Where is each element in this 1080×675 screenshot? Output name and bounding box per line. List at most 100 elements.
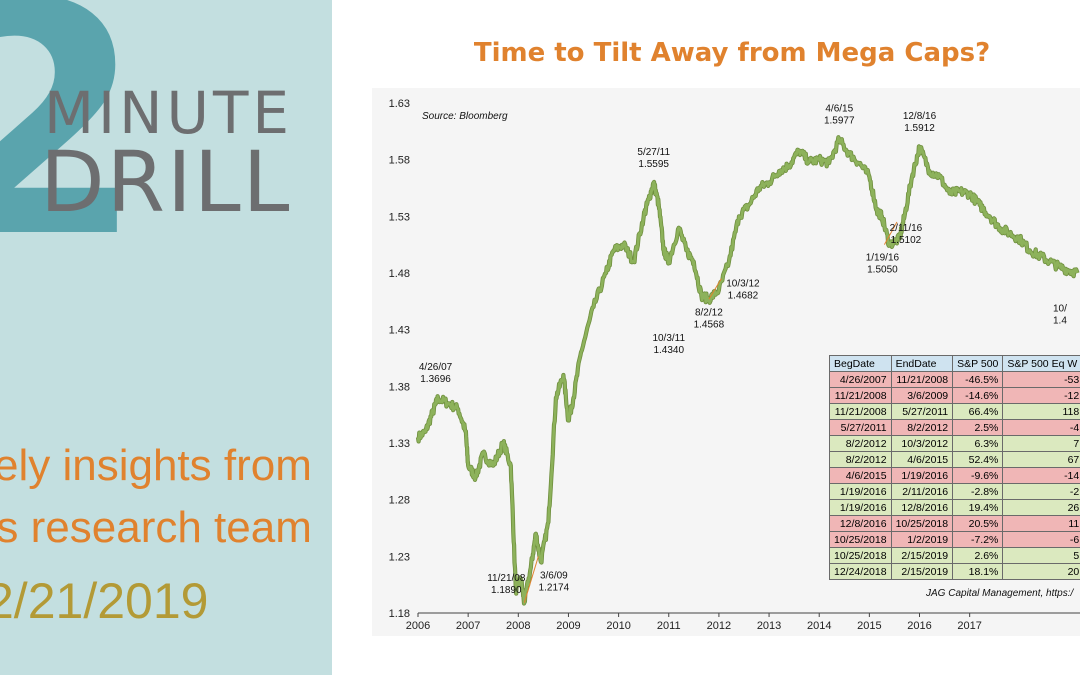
annotation-value: 1.1890 [491, 585, 522, 596]
cell-sp500: 20.5% [952, 515, 1004, 532]
cell-sp500: 66.4% [952, 403, 1004, 420]
branding-panel: 2 MINUTE DRILL ely insights from 's rese… [0, 0, 332, 675]
annotation-date: 1/19/16 [866, 253, 900, 264]
cell-sp500: 18.1% [952, 563, 1004, 580]
table-row: 12/8/2016 10/25/2018 20.5% 11 [829, 515, 1080, 532]
annotation-date: 11/21/08 [487, 573, 526, 584]
table-row: 5/27/2011 8/2/2012 2.5% -4 [829, 419, 1080, 436]
header-sp500: S&P 500 [952, 355, 1004, 372]
cell-enddate: 8/2/2012 [890, 419, 954, 436]
cell-begdate: 4/6/2015 [829, 467, 892, 484]
x-tick-label: 2006 [406, 620, 430, 632]
cell-sp500-eqw: -14 [1002, 467, 1080, 484]
drill-label: DRILL [40, 133, 292, 231]
publish-date: 2/21/2019 [0, 573, 209, 629]
cell-begdate: 4/26/2007 [829, 371, 892, 388]
cell-enddate: 11/21/2008 [890, 371, 954, 388]
trend-segment [883, 221, 898, 245]
cell-sp500: -2.8% [952, 483, 1004, 500]
table-header-row: BegDate EndDate S&P 500 S&P 500 Eq W [829, 355, 1080, 372]
cell-sp500: -14.6% [952, 387, 1004, 404]
x-tick-label: 2015 [857, 620, 881, 632]
cell-sp500-eqw: -12 [1002, 387, 1080, 404]
cell-begdate: 12/8/2016 [829, 515, 892, 532]
cell-enddate: 3/6/2009 [890, 387, 954, 404]
cell-begdate: 5/27/2011 [829, 419, 892, 436]
cell-begdate: 11/21/2008 [829, 403, 892, 420]
x-tick-label: 2010 [606, 620, 630, 632]
cell-enddate: 10/3/2012 [890, 435, 954, 452]
y-tick-label: 1.28 [389, 495, 410, 507]
cell-sp500: 52.4% [952, 451, 1004, 468]
annotation-value: 1.3696 [420, 374, 451, 385]
x-tick-label: 2013 [757, 620, 781, 632]
annotation-value: 1.4682 [728, 290, 759, 301]
table-row: 10/25/2018 2/15/2019 2.6% 5 [829, 547, 1080, 564]
cell-begdate: 1/19/2016 [829, 499, 892, 516]
annotation-date: 12/8/16 [903, 111, 937, 122]
annotation-value: 1.4568 [694, 319, 725, 330]
tagline-line2: 's research team [0, 503, 312, 552]
cell-enddate: 2/15/2019 [890, 563, 954, 580]
table-row: 4/26/2007 11/21/2008 -46.5% -53 [829, 371, 1080, 388]
cell-enddate: 2/15/2019 [890, 547, 954, 564]
x-tick-label: 2017 [957, 620, 981, 632]
annotation-value: 1.5595 [638, 159, 669, 170]
cell-enddate: 5/27/2011 [890, 403, 954, 420]
cell-begdate: 10/25/2018 [829, 547, 892, 564]
table-row: 1/19/2016 2/11/2016 -2.8% -2 [829, 483, 1080, 500]
cell-sp500: 2.6% [952, 547, 1004, 564]
cell-sp500: 6.3% [952, 435, 1004, 452]
cell-sp500: -46.5% [952, 371, 1004, 388]
y-tick-label: 1.48 [389, 268, 410, 280]
y-tick-label: 1.63 [389, 98, 410, 110]
chart-footer: JAG Capital Management, https:/ [926, 588, 1074, 599]
x-tick-label: 2011 [657, 620, 681, 632]
annotation-value: 1.5977 [824, 116, 855, 127]
cell-enddate: 1/19/2016 [890, 467, 954, 484]
x-tick-label: 2007 [456, 620, 480, 632]
tagline-line1: ely insights from [0, 441, 312, 490]
annotation-value: 1.4 [1053, 316, 1067, 327]
cell-sp500-eqw: -6 [1002, 531, 1080, 548]
cell-sp500-eqw: -53 [1002, 371, 1080, 388]
table-row: 4/6/2015 1/19/2016 -9.6% -14 [829, 467, 1080, 484]
cell-sp500-eqw: 11 [1002, 515, 1080, 532]
y-tick-label: 1.18 [389, 608, 410, 620]
cell-sp500: -9.6% [952, 467, 1004, 484]
cell-sp500: 2.5% [952, 419, 1004, 436]
table-row: 8/2/2012 10/3/2012 6.3% 7 [829, 435, 1080, 452]
annotation-date: 10/3/12 [726, 278, 760, 289]
header-begdate: BegDate [829, 355, 892, 372]
cell-sp500-eqw: 7 [1002, 435, 1080, 452]
source-note: Source: Bloomberg [422, 111, 508, 122]
cell-begdate: 11/21/2008 [829, 387, 892, 404]
cell-begdate: 12/24/2018 [829, 563, 892, 580]
minute-label: MINUTE [44, 79, 294, 147]
cell-begdate: 8/2/2012 [829, 451, 892, 468]
table-row: 12/24/2018 2/15/2019 18.1% 20 [829, 563, 1080, 580]
cell-sp500-eqw: 20 [1002, 563, 1080, 580]
chart-title: Time to Tilt Away from Mega Caps? [473, 38, 991, 68]
annotation-value: 1.5050 [867, 265, 898, 276]
cell-begdate: 8/2/2012 [829, 435, 892, 452]
cell-sp500-eqw: -2 [1002, 483, 1080, 500]
trend-segment [523, 556, 539, 603]
table-row: 10/25/2018 1/2/2019 -7.2% -6 [829, 531, 1080, 548]
table-row: 11/21/2008 3/6/2009 -14.6% -12 [829, 387, 1080, 404]
x-tick-label: 2008 [506, 620, 530, 632]
cell-enddate: 4/6/2015 [890, 451, 954, 468]
annotation-date: 10/3/11 [652, 333, 685, 344]
y-tick-label: 1.38 [389, 381, 410, 393]
cell-sp500: 19.4% [952, 499, 1004, 516]
annotation-date: 2/11/16 [890, 223, 923, 234]
y-tick-label: 1.33 [389, 438, 410, 450]
x-tick-label: 2016 [907, 620, 931, 632]
cell-sp500-eqw: -4 [1002, 419, 1080, 436]
cell-sp500-eqw: 5 [1002, 547, 1080, 564]
trend-segment [708, 278, 722, 300]
cell-enddate: 12/8/2016 [890, 499, 954, 516]
series-line-0 [416, 135, 1079, 605]
y-tick-label: 1.23 [389, 551, 410, 563]
table-row: 8/2/2012 4/6/2015 52.4% 67 [829, 451, 1080, 468]
